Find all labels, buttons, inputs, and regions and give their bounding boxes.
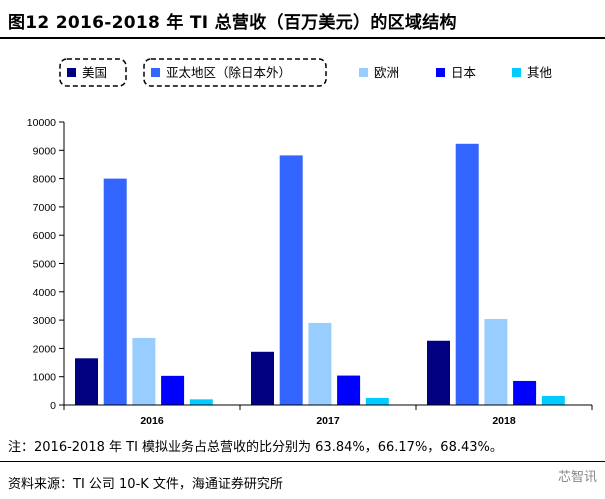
legend-label: 美国	[82, 65, 107, 80]
y-tick-label: 1000	[33, 372, 57, 384]
x-axis: 2016 2017 2018	[63, 404, 593, 427]
y-tick-label: 10000	[27, 117, 56, 129]
bar-2017-s0	[251, 351, 274, 405]
y-tick-label: 4000	[33, 287, 57, 299]
legend-label: 欧洲	[374, 65, 399, 80]
chart-title: 图12 2016-2018 年 TI 总营收（百万美元）的区域结构	[8, 13, 457, 33]
y-tick-label: 6000	[33, 230, 57, 242]
bar-2018-s0	[427, 340, 450, 405]
bar-2017-s4	[365, 397, 389, 405]
y-tick-label: 8000	[33, 174, 57, 186]
watermark-text: 芯智讯	[557, 470, 597, 485]
y-tick-label: 5000	[33, 259, 57, 271]
bar-2017-s3	[337, 375, 361, 405]
y-tick-label: 7000	[33, 202, 57, 214]
bar-2018-s3	[513, 380, 537, 405]
bar-2018-s2	[484, 318, 508, 405]
x-tick-label: 2016	[140, 415, 164, 427]
y-tick-label: 2000	[33, 343, 57, 355]
bar-2018-s1	[455, 143, 479, 405]
bar-2016-s0	[75, 358, 98, 405]
legend-label: 其他	[527, 65, 553, 80]
y-tick-label: 9000	[33, 145, 57, 157]
legend-label: 日本	[451, 65, 477, 80]
bar-2016-s2	[132, 337, 156, 405]
bar-2016-s4	[189, 399, 213, 405]
chart-legend: 美国 亚太地区（除日本外） 欧洲 日本 其他	[59, 58, 553, 87]
bar-2016-s3	[161, 375, 185, 405]
bar-2018-s4	[541, 395, 565, 405]
bar-chart: 美国 亚太地区（除日本外） 欧洲 日本 其他 0 1000 2000 3000 4000 5000…	[27, 58, 593, 427]
legend-swatch	[436, 68, 445, 77]
bar-2017-s1	[279, 155, 303, 405]
legend-label: 亚太地区（除日本外）	[166, 65, 291, 80]
y-axis: 0 1000 2000 3000 4000 5000 6000 7000 8000 9000 100…	[27, 117, 65, 412]
source-text: 资料来源：TI 公司 10-K 文件，海通证券研究所	[8, 477, 283, 492]
footer-divider	[0, 461, 605, 462]
y-tick-label: 3000	[33, 315, 57, 327]
legend-highlight-frame	[59, 58, 127, 87]
bar-2016-s1	[103, 178, 127, 405]
legend-swatch	[151, 68, 160, 77]
legend-swatch	[512, 68, 521, 77]
title-divider	[0, 37, 605, 39]
chart-note: 注：2016-2018 年 TI 模拟业务占总营收的比分别为 63.84%，66…	[8, 440, 503, 455]
legend-highlight-frame	[143, 58, 327, 87]
y-tick-label: 0	[50, 400, 56, 412]
legend-swatch	[67, 68, 76, 77]
x-tick-label: 2018	[492, 415, 516, 427]
bar-2017-s2	[308, 322, 332, 405]
legend-swatch	[359, 68, 368, 77]
bars-group	[75, 143, 565, 405]
x-tick-label: 2017	[316, 415, 340, 427]
